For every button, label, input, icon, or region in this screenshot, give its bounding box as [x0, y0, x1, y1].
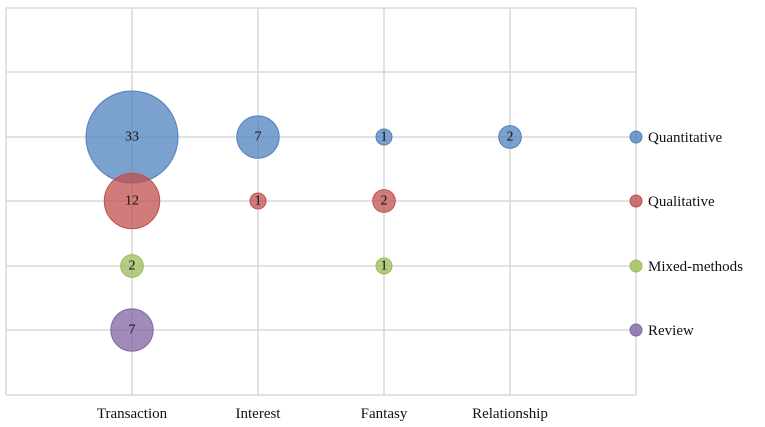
data-label-mixed-methods-fantasy: 1 [381, 259, 388, 274]
legend-marker-qualitative [629, 194, 643, 208]
data-label-quantitative-fantasy: 1 [381, 130, 388, 145]
legend-label-qualitative: Qualitative [648, 194, 715, 210]
data-label-qualitative-interest: 1 [255, 194, 262, 209]
bubble-review-transaction [110, 308, 154, 352]
x-tick-label-relationship: Relationship [472, 406, 548, 422]
data-label-qualitative-transaction: 12 [125, 194, 139, 209]
legend-label-mixed-methods: Mixed-methods [648, 259, 743, 275]
legend: Quantitative Qualitative Mixed-methods Revi… [629, 130, 743, 339]
x-tick-label-interest: Interest [236, 406, 282, 422]
data-label-quantitative-interest: 7 [255, 130, 262, 145]
grid [5, 7, 637, 396]
legend-label-review: Review [648, 323, 694, 339]
data-label-mixed-methods-transaction: 2 [129, 259, 136, 274]
bubbles: 33 7 1 212 1 22 17 [85, 90, 522, 352]
legend-marker-quantitative [629, 130, 643, 144]
legend-marker-review [629, 323, 643, 337]
bubble-quantitative-fantasy [375, 128, 393, 146]
data-label-quantitative-transaction: 33 [125, 130, 139, 145]
x-axis-tick-labels: Transaction Interest Fantasy Relationship [97, 406, 548, 422]
legend-marker-mixed-methods [629, 259, 643, 273]
bubble-mixed-methods-fantasy [375, 257, 393, 275]
legend-label-quantitative: Quantitative [648, 130, 722, 146]
bubble-qualitative-interest [249, 192, 267, 210]
data-label-review-transaction: 7 [129, 323, 136, 338]
x-tick-label-transaction: Transaction [97, 406, 168, 422]
bubble-qualitative-fantasy [372, 189, 396, 213]
bubble-qualitative-transaction [103, 172, 161, 230]
x-tick-label-fantasy: Fantasy [361, 406, 408, 422]
data-label-qualitative-fantasy: 2 [381, 194, 388, 209]
data-label-quantitative-relationship: 2 [507, 130, 514, 145]
bubble-quantitative-relationship [498, 125, 522, 149]
bubble-mixed-methods-transaction [120, 254, 144, 278]
bubble-quantitative-interest [236, 115, 280, 159]
